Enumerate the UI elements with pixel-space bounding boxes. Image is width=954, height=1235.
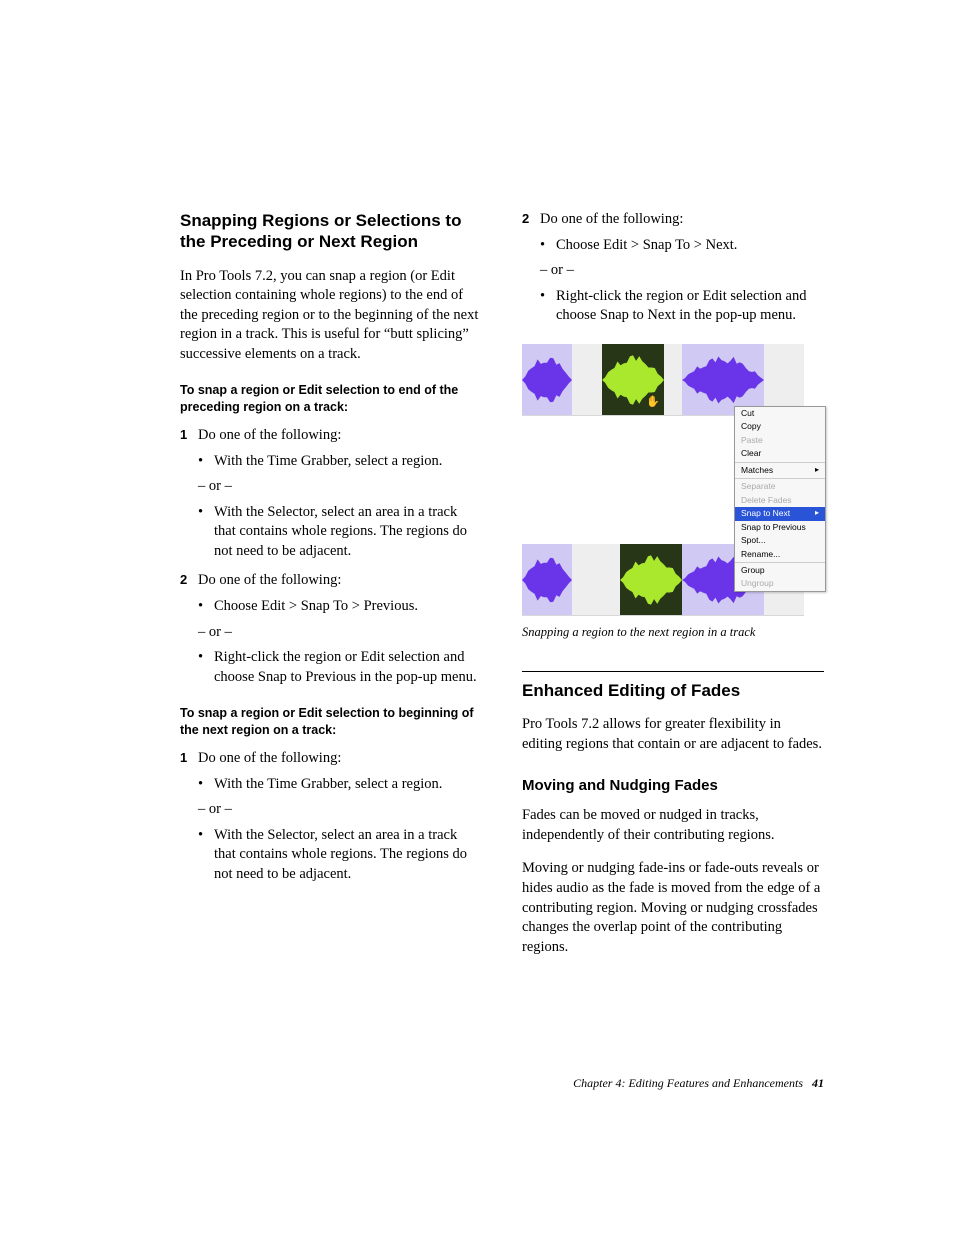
bullet: •With the Selector, select an area in a … xyxy=(198,826,482,885)
bullet-mark: • xyxy=(198,826,214,885)
bullet-mark: • xyxy=(198,597,214,617)
bullet: •Right-click the region or Edit selectio… xyxy=(540,287,824,326)
intro-paragraph: In Pro Tools 7.2, you can snap a region … xyxy=(180,267,482,365)
step-number: 2 xyxy=(522,210,540,230)
paragraph: Moving or nudging fade-ins or fade-outs … xyxy=(522,859,824,957)
figure-caption: Snapping a region to the next region in … xyxy=(522,624,824,641)
step-2-right: 2 Do one of the following: xyxy=(522,210,824,230)
heading-moving-nudging: Moving and Nudging Fades xyxy=(522,776,824,796)
paragraph: Pro Tools 7.2 allows for greater flexibi… xyxy=(522,715,824,754)
bullet-mark: • xyxy=(198,452,214,472)
bullet-text: With the Time Grabber, select a region. xyxy=(214,775,442,795)
page-number: 41 xyxy=(812,1076,824,1090)
menu-ungroup: Ungroup xyxy=(735,577,825,590)
menu-group[interactable]: Group xyxy=(735,562,825,577)
context-menu[interactable]: Cut Copy Paste Clear Matches Separate De… xyxy=(734,406,826,592)
bullet-mark: • xyxy=(198,775,214,795)
menu-matches[interactable]: Matches xyxy=(735,462,825,477)
step-number: 1 xyxy=(180,426,198,446)
bullet-mark: • xyxy=(198,648,214,687)
or-separator: – or – xyxy=(198,623,482,643)
menu-clear[interactable]: Clear xyxy=(735,447,825,460)
bullet: •With the Time Grabber, select a region. xyxy=(198,452,482,472)
bullet-text: With the Selector, select an area in a t… xyxy=(214,826,482,885)
or-separator: – or – xyxy=(198,800,482,820)
menu-copy[interactable]: Copy xyxy=(735,420,825,433)
bullet: •Right-click the region or Edit selectio… xyxy=(198,648,482,687)
bullet-text: Right-click the region or Edit selection… xyxy=(214,648,482,687)
bullet: •Choose Edit > Snap To > Previous. xyxy=(198,597,482,617)
step-text: Do one of the following: xyxy=(198,426,482,446)
bullet-text: With the Selector, select an area in a t… xyxy=(214,503,482,562)
menu-snap-to-next[interactable]: Snap to Next xyxy=(735,507,825,520)
menu-snap-to-previous[interactable]: Snap to Previous xyxy=(735,521,825,534)
menu-cut[interactable]: Cut xyxy=(735,407,825,420)
bullet: •With the Selector, select an area in a … xyxy=(198,503,482,562)
right-column: 2 Do one of the following: •Choose Edit … xyxy=(522,210,824,971)
task-heading-2: To snap a region or Edit selection to be… xyxy=(180,705,482,739)
menu-delete-fades: Delete Fades xyxy=(735,494,825,507)
figure-snap-next: ✋ Cut Copy Paste Clear Matches Separate … xyxy=(522,344,824,641)
bullet-text: Right-click the region or Edit selection… xyxy=(556,287,824,326)
heading-snapping: Snapping Regions or Selections to the Pr… xyxy=(180,210,482,253)
bullet-text: Choose Edit > Snap To > Previous. xyxy=(214,597,418,617)
page-footer: Chapter 4: Editing Features and Enhancem… xyxy=(573,1076,824,1091)
columns: Snapping Regions or Selections to the Pr… xyxy=(0,0,954,971)
menu-rename[interactable]: Rename... xyxy=(735,548,825,561)
step-text: Do one of the following: xyxy=(198,749,482,769)
step-number: 1 xyxy=(180,749,198,769)
chapter-label: Chapter 4: Editing Features and Enhancem… xyxy=(573,1076,803,1090)
bullet: •Choose Edit > Snap To > Next. xyxy=(540,236,824,256)
bullet-text: Choose Edit > Snap To > Next. xyxy=(556,236,737,256)
grabber-hand-icon: ✋ xyxy=(646,395,660,410)
bullet-mark: • xyxy=(540,287,556,326)
heading-enhanced-fades: Enhanced Editing of Fades xyxy=(522,671,824,701)
step-number: 2 xyxy=(180,571,198,591)
left-column: Snapping Regions or Selections to the Pr… xyxy=(180,210,482,971)
bullet: •With the Time Grabber, select a region. xyxy=(198,775,482,795)
or-separator: – or – xyxy=(540,261,824,281)
menu-paste: Paste xyxy=(735,434,825,447)
menu-separate: Separate xyxy=(735,478,825,493)
step-text: Do one of the following: xyxy=(540,210,824,230)
menu-spot[interactable]: Spot... xyxy=(735,534,825,547)
step-2: 2 Do one of the following: xyxy=(180,571,482,591)
bullet-text: With the Time Grabber, select a region. xyxy=(214,452,442,472)
page: Snapping Regions or Selections to the Pr… xyxy=(0,0,954,1235)
step-text: Do one of the following: xyxy=(198,571,482,591)
paragraph: Fades can be moved or nudged in tracks, … xyxy=(522,806,824,845)
bullet-mark: • xyxy=(198,503,214,562)
step-1b: 1 Do one of the following: xyxy=(180,749,482,769)
bullet-mark: • xyxy=(540,236,556,256)
or-separator: – or – xyxy=(198,477,482,497)
task-heading-1: To snap a region or Edit selection to en… xyxy=(180,382,482,416)
step-1: 1 Do one of the following: xyxy=(180,426,482,446)
